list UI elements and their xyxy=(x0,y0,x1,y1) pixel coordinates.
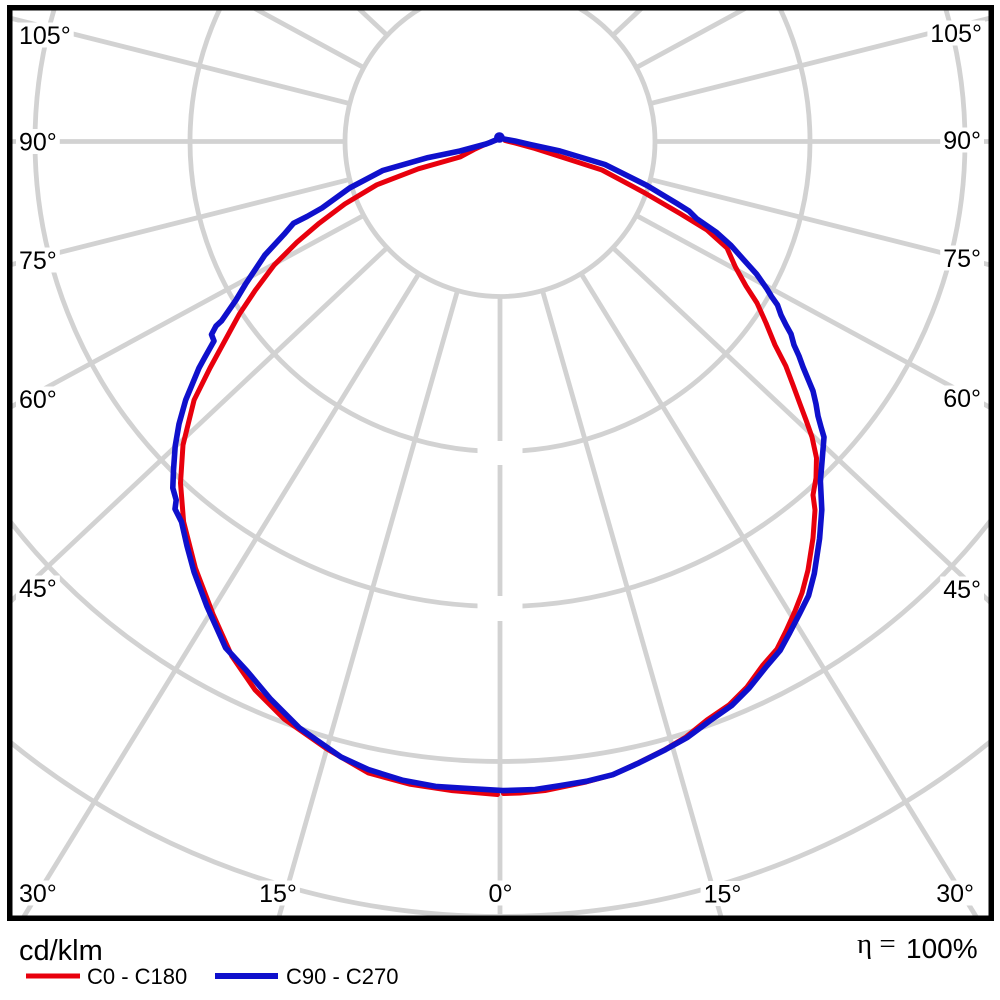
svg-text:60°: 60° xyxy=(19,386,57,414)
svg-text:100%: 100% xyxy=(906,933,978,964)
svg-text:75°: 75° xyxy=(943,245,981,273)
svg-text:cd/klm: cd/klm xyxy=(19,935,103,967)
svg-text:105°: 105° xyxy=(19,22,71,50)
svg-text:60°: 60° xyxy=(943,385,981,413)
svg-text:90°: 90° xyxy=(943,127,981,155)
svg-text:45°: 45° xyxy=(19,575,57,603)
svg-text:η =: η = xyxy=(857,928,896,960)
svg-text:15°: 15° xyxy=(259,880,297,908)
svg-text:75°: 75° xyxy=(19,247,57,275)
svg-text:45°: 45° xyxy=(943,576,981,604)
svg-text:C90 - C270: C90 - C270 xyxy=(286,964,399,989)
svg-text:15°: 15° xyxy=(704,880,742,908)
svg-text:0°: 0° xyxy=(489,880,513,908)
svg-text:105°: 105° xyxy=(930,20,982,48)
svg-text:30°: 30° xyxy=(936,880,974,908)
svg-text:30°: 30° xyxy=(19,880,57,908)
svg-text:90°: 90° xyxy=(19,128,57,156)
svg-text:C0 - C180: C0 - C180 xyxy=(87,964,187,989)
